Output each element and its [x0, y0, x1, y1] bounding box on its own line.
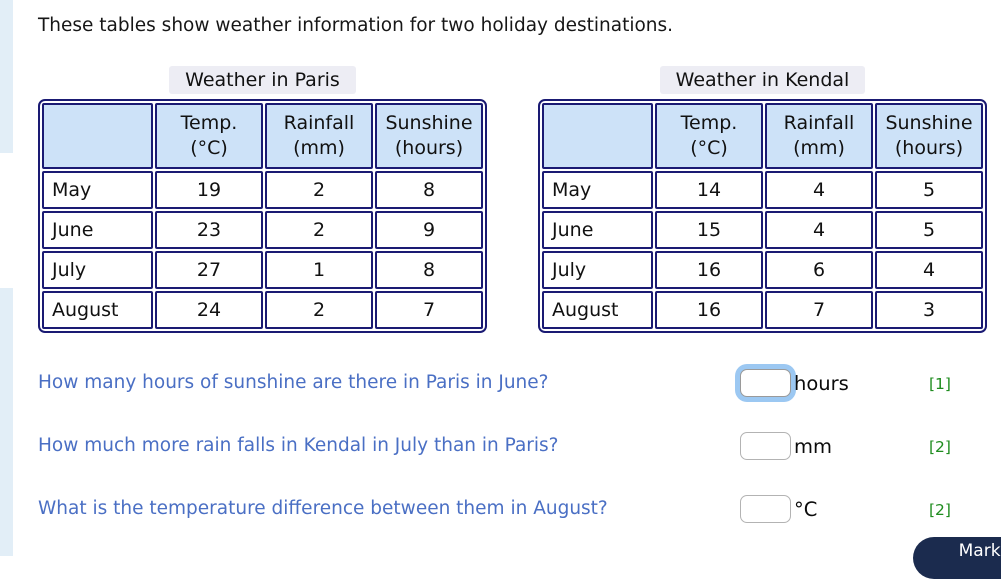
cell-value: 19 [155, 171, 263, 209]
cell-value: 27 [155, 251, 263, 289]
question-1-text: How many hours of sunshine are there in … [38, 372, 549, 393]
question-1-row: How many hours of sunshine are there in … [0, 366, 1001, 406]
question-3-answer-input[interactable] [740, 495, 791, 523]
cell-value: 9 [374, 211, 483, 249]
left-accent-strip-top [0, 0, 13, 153]
cell-value: 7 [374, 291, 483, 329]
question-1-answer-input[interactable] [740, 369, 791, 397]
cell-value: 4 [765, 211, 873, 249]
table-header-row: Temp. (°C) Rainfall (mm) Sunshine (hours… [42, 103, 483, 169]
question-2-unit-label: mm [794, 434, 832, 458]
row-label: August [542, 291, 654, 329]
paris-table-title: Weather in Paris [169, 66, 356, 94]
table-row: August 16 7 3 [542, 291, 983, 329]
kendal-table-block: Weather in Kendal Temp. (°C) Rainfall (m… [538, 66, 987, 333]
cell-value: 5 [874, 211, 983, 249]
row-label: June [42, 211, 154, 249]
table-row: July 16 6 4 [542, 251, 983, 289]
kendal-weather-table: Temp. (°C) Rainfall (mm) Sunshine (hours… [538, 99, 987, 333]
table-row: June 23 2 9 [42, 211, 483, 249]
cell-value: 5 [874, 171, 983, 209]
paris-weather-table: Temp. (°C) Rainfall (mm) Sunshine (hours… [38, 99, 487, 333]
corner-cell [42, 103, 154, 169]
cell-value: 6 [765, 251, 873, 289]
row-label: July [542, 251, 654, 289]
cell-value: 8 [374, 171, 483, 209]
column-header-sunshine: Sunshine (hours) [374, 103, 483, 169]
question-3-unit-label: °C [794, 497, 818, 521]
question-3-text: What is the temperature difference betwe… [38, 498, 608, 519]
cell-value: 8 [374, 251, 483, 289]
column-header-sunshine: Sunshine (hours) [874, 103, 983, 169]
row-label: June [542, 211, 654, 249]
cell-value: 3 [874, 291, 983, 329]
question-2-answer: mm [740, 431, 832, 461]
corner-cell [542, 103, 654, 169]
question-1-marks: [1] [929, 375, 951, 393]
cell-value: 4 [765, 171, 873, 209]
question-1-answer: hours [740, 368, 849, 398]
column-header-temp: Temp. (°C) [155, 103, 263, 169]
column-header-temp: Temp. (°C) [655, 103, 763, 169]
row-label: May [542, 171, 654, 209]
cell-value: 16 [655, 251, 763, 289]
question-3-row: What is the temperature difference betwe… [0, 492, 1001, 532]
table-row: August 24 2 7 [42, 291, 483, 329]
table-row: July 27 1 8 [42, 251, 483, 289]
row-label: May [42, 171, 154, 209]
table-row: May 19 2 8 [42, 171, 483, 209]
paris-table-block: Weather in Paris Temp. (°C) Rainfall (mm… [38, 66, 487, 333]
left-accent-strip-bottom [0, 288, 13, 556]
column-header-rainfall: Rainfall (mm) [765, 103, 873, 169]
question-2-marks: [2] [929, 438, 951, 456]
intro-text: These tables show weather information fo… [38, 15, 674, 36]
mark-it-button[interactable]: Mark it [913, 537, 1001, 579]
question-1-unit-label: hours [794, 371, 849, 395]
cell-value: 24 [155, 291, 263, 329]
cell-value: 16 [655, 291, 763, 329]
table-row: May 14 4 5 [542, 171, 983, 209]
cell-value: 23 [155, 211, 263, 249]
row-label: July [42, 251, 154, 289]
question-3-answer: °C [740, 494, 817, 524]
column-header-rainfall: Rainfall (mm) [265, 103, 373, 169]
question-3-marks: [2] [929, 501, 951, 519]
table-header-row: Temp. (°C) Rainfall (mm) Sunshine (hours… [542, 103, 983, 169]
cell-value: 14 [655, 171, 763, 209]
cell-value: 1 [265, 251, 373, 289]
cell-value: 4 [874, 251, 983, 289]
row-label: August [42, 291, 154, 329]
cell-value: 15 [655, 211, 763, 249]
cell-value: 2 [265, 211, 373, 249]
cell-value: 2 [265, 171, 373, 209]
cell-value: 2 [265, 291, 373, 329]
question-2-row: How much more rain falls in Kendal in Ju… [0, 429, 1001, 469]
kendal-table-title: Weather in Kendal [659, 66, 866, 94]
question-2-answer-input[interactable] [740, 432, 791, 460]
table-row: June 15 4 5 [542, 211, 983, 249]
cell-value: 7 [765, 291, 873, 329]
question-2-text: How much more rain falls in Kendal in Ju… [38, 435, 559, 456]
